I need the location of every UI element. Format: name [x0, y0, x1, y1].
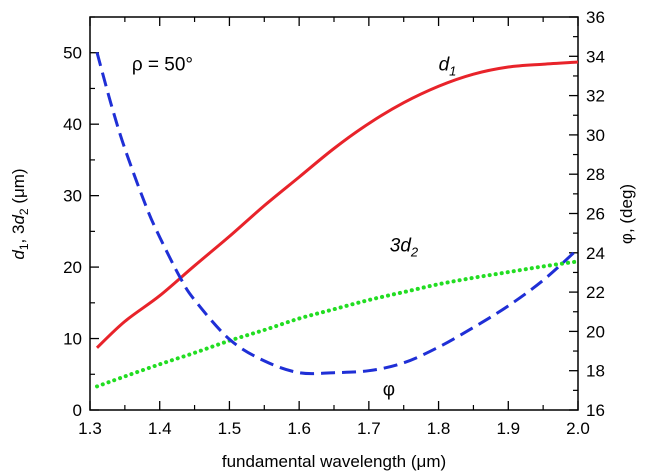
x-axis-label: fundamental wavelength (μm) [222, 452, 446, 471]
x-tick-label: 1.7 [357, 419, 381, 438]
y-right-tick-label: 22 [586, 283, 605, 302]
x-tick-label: 2.0 [566, 419, 590, 438]
y-label-left-unit: (μm) [9, 168, 28, 208]
y-right-tick-label: 34 [586, 47, 605, 66]
y-left-tick-label: 0 [73, 401, 82, 420]
series-layer [95, 52, 580, 389]
annotation-2: 3d2 [390, 235, 419, 259]
x-tick-label: 1.4 [148, 419, 172, 438]
y-right-tick-label: 32 [586, 87, 605, 106]
annotation-0: ρ = 50° [132, 55, 193, 76]
y-label-left-sub2: 2 [17, 208, 31, 215]
y-axis-label-left: d1, 3d2 (μm) [9, 168, 31, 259]
y-left-tick-label: 40 [63, 115, 82, 134]
y-right-tick-label: 20 [586, 322, 605, 341]
y-label-left-base2: d [9, 215, 28, 225]
y-left-tick-label: 20 [63, 258, 82, 277]
plot-frame [89, 16, 579, 411]
series-line-dashed [95, 52, 580, 376]
y-left-tick-label: 10 [63, 330, 82, 349]
series-line-dotted [95, 259, 580, 389]
y-axis-label-right: φ, (deg) [617, 184, 636, 244]
series-line-solid [95, 60, 579, 349]
y-right-tick-label: 18 [586, 362, 605, 381]
x-tick-label: 1.5 [218, 419, 242, 438]
x-tick-label: 1.3 [78, 419, 102, 438]
y-right-tick-label: 28 [586, 165, 605, 184]
y-label-left-base1: d [9, 250, 28, 260]
annotation-1: d1 [439, 55, 457, 79]
x-tick-label: 1.6 [287, 419, 311, 438]
y-right-tick-label: 26 [586, 205, 605, 224]
x-tick-label: 1.9 [496, 419, 520, 438]
y-label-left-sep: , 3 [9, 225, 28, 244]
annotation-3: φ [383, 380, 395, 401]
y-right-tick-label: 16 [586, 401, 605, 420]
y-left-tick-label: 50 [63, 44, 82, 63]
y-right-tick-label: 36 [586, 8, 605, 27]
y-label-left-sub1: 1 [17, 243, 31, 250]
annotations: ρ = 50° d1 3d2 φ [132, 55, 457, 401]
x-tick-label: 1.8 [427, 419, 451, 438]
y-left-tick-label: 30 [63, 187, 82, 206]
y-right-tick-label: 30 [586, 126, 605, 145]
y-right-tick-label: 24 [586, 244, 605, 263]
ticks: 1.3 1.4 1.5 1.6 1.7 1.8 1.9 2.0 0 10 20 30 40 50 16 18 2… [63, 8, 605, 438]
